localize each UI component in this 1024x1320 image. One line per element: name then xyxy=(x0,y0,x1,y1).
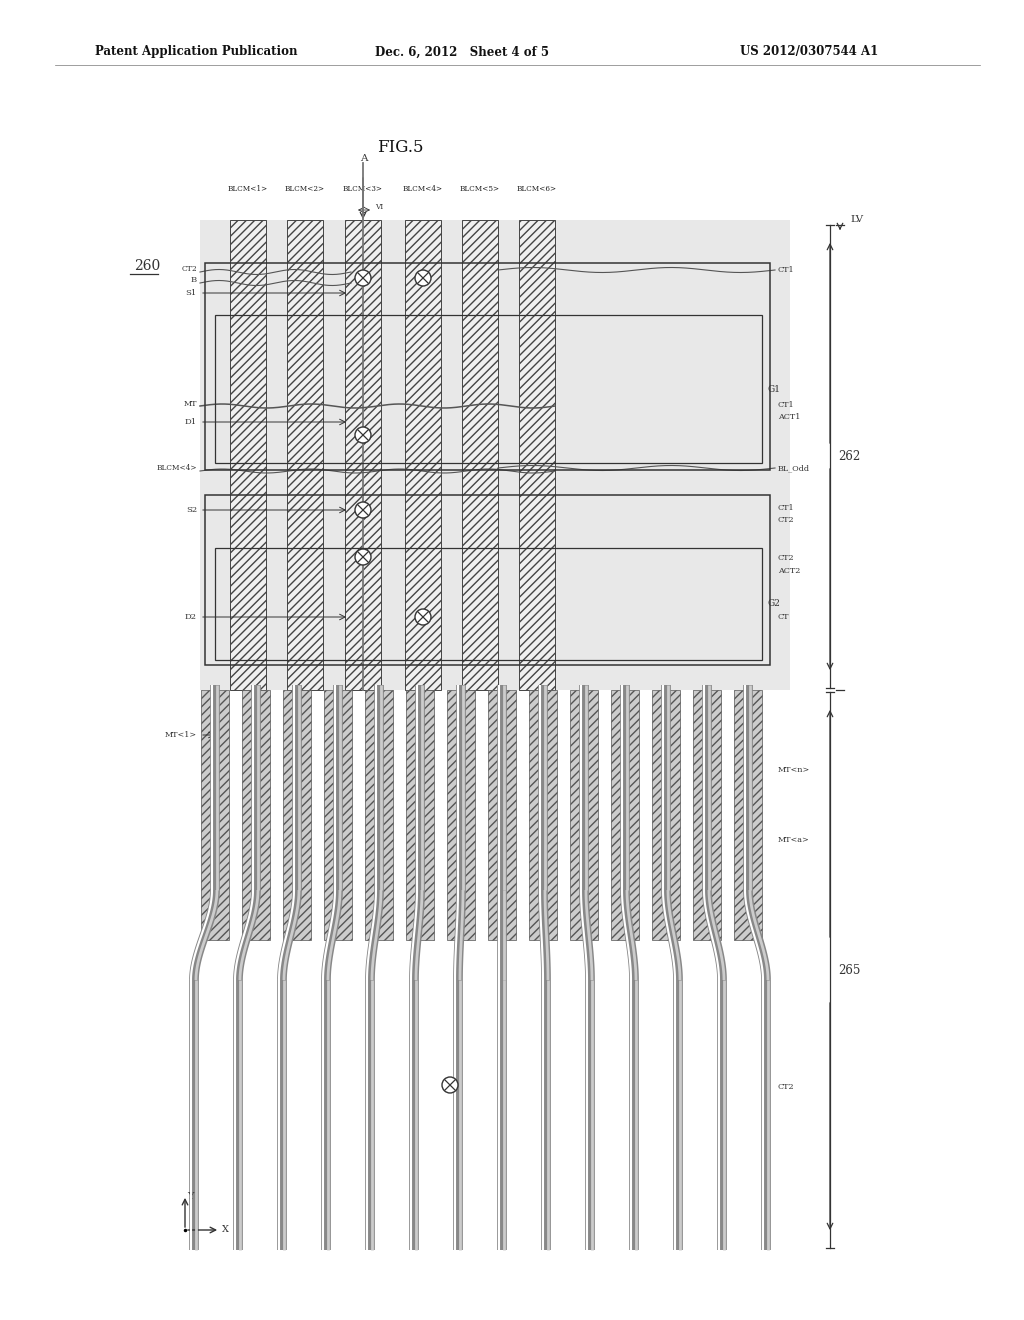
Text: S2: S2 xyxy=(186,506,197,513)
Text: ACT1: ACT1 xyxy=(778,413,801,421)
Circle shape xyxy=(355,549,371,565)
Bar xyxy=(201,690,229,940)
Bar xyxy=(215,315,762,463)
Circle shape xyxy=(415,271,431,286)
Text: BLCM<4>: BLCM<4> xyxy=(157,465,197,473)
Text: BLCM<4>: BLCM<4> xyxy=(402,185,443,193)
Bar xyxy=(652,690,680,940)
Text: B: B xyxy=(190,276,197,284)
Bar xyxy=(529,690,557,940)
Text: G2: G2 xyxy=(767,599,780,609)
Bar xyxy=(324,690,352,940)
Text: G1: G1 xyxy=(767,384,780,393)
Text: X: X xyxy=(222,1225,229,1234)
Bar xyxy=(242,690,270,940)
Bar xyxy=(283,690,311,940)
Bar xyxy=(287,220,323,690)
Text: MT: MT xyxy=(183,400,197,408)
Text: Patent Application Publication: Patent Application Publication xyxy=(95,45,298,58)
Text: D1: D1 xyxy=(185,418,197,426)
Bar xyxy=(365,690,393,940)
Text: CT1: CT1 xyxy=(778,401,795,409)
Text: CT2: CT2 xyxy=(181,265,197,273)
Text: D2: D2 xyxy=(185,612,197,620)
Bar xyxy=(215,548,762,660)
Circle shape xyxy=(415,609,431,624)
Text: BL_Odd: BL_Odd xyxy=(778,465,810,473)
Bar xyxy=(205,263,770,470)
Text: S1: S1 xyxy=(185,289,197,297)
Bar xyxy=(205,495,770,665)
Bar xyxy=(406,220,441,690)
Circle shape xyxy=(355,271,371,286)
Text: MT<1>: MT<1> xyxy=(165,731,197,739)
Text: CT1: CT1 xyxy=(778,504,795,512)
Text: Y: Y xyxy=(187,1192,194,1201)
Bar xyxy=(488,690,516,940)
Text: US 2012/0307544 A1: US 2012/0307544 A1 xyxy=(740,45,879,58)
Bar xyxy=(345,220,381,690)
Bar xyxy=(693,690,721,940)
Text: CT: CT xyxy=(778,612,790,620)
Text: VI: VI xyxy=(375,203,383,211)
Bar xyxy=(611,690,639,940)
Bar xyxy=(462,220,498,690)
Text: CT2: CT2 xyxy=(778,1082,795,1092)
Bar xyxy=(519,220,555,690)
Text: 265: 265 xyxy=(838,964,860,977)
Text: FIG.5: FIG.5 xyxy=(377,140,423,157)
Text: MT<a>: MT<a> xyxy=(778,836,810,843)
Text: Dec. 6, 2012   Sheet 4 of 5: Dec. 6, 2012 Sheet 4 of 5 xyxy=(375,45,549,58)
Bar xyxy=(200,220,790,690)
Text: 260: 260 xyxy=(134,259,160,273)
Bar xyxy=(406,690,434,940)
Text: CT2: CT2 xyxy=(778,554,795,562)
Bar xyxy=(734,690,762,940)
Text: BLCM<6>: BLCM<6> xyxy=(517,185,557,193)
Text: MT<n>: MT<n> xyxy=(778,766,810,774)
Text: BLCM<5>: BLCM<5> xyxy=(460,185,500,193)
Bar xyxy=(570,690,598,940)
Bar xyxy=(447,690,475,940)
Text: LV: LV xyxy=(850,215,863,224)
Text: BLCM<3>: BLCM<3> xyxy=(343,185,383,193)
Circle shape xyxy=(355,426,371,444)
Text: ACT2: ACT2 xyxy=(778,568,801,576)
Text: BLCM<2>: BLCM<2> xyxy=(285,185,325,193)
Bar xyxy=(230,220,266,690)
Circle shape xyxy=(442,1077,458,1093)
Circle shape xyxy=(355,502,371,517)
Text: BLCM<1>: BLCM<1> xyxy=(228,185,268,193)
Text: 262: 262 xyxy=(838,450,860,462)
Text: CT2: CT2 xyxy=(778,516,795,524)
Text: CT1: CT1 xyxy=(778,267,795,275)
Text: A: A xyxy=(360,154,368,162)
